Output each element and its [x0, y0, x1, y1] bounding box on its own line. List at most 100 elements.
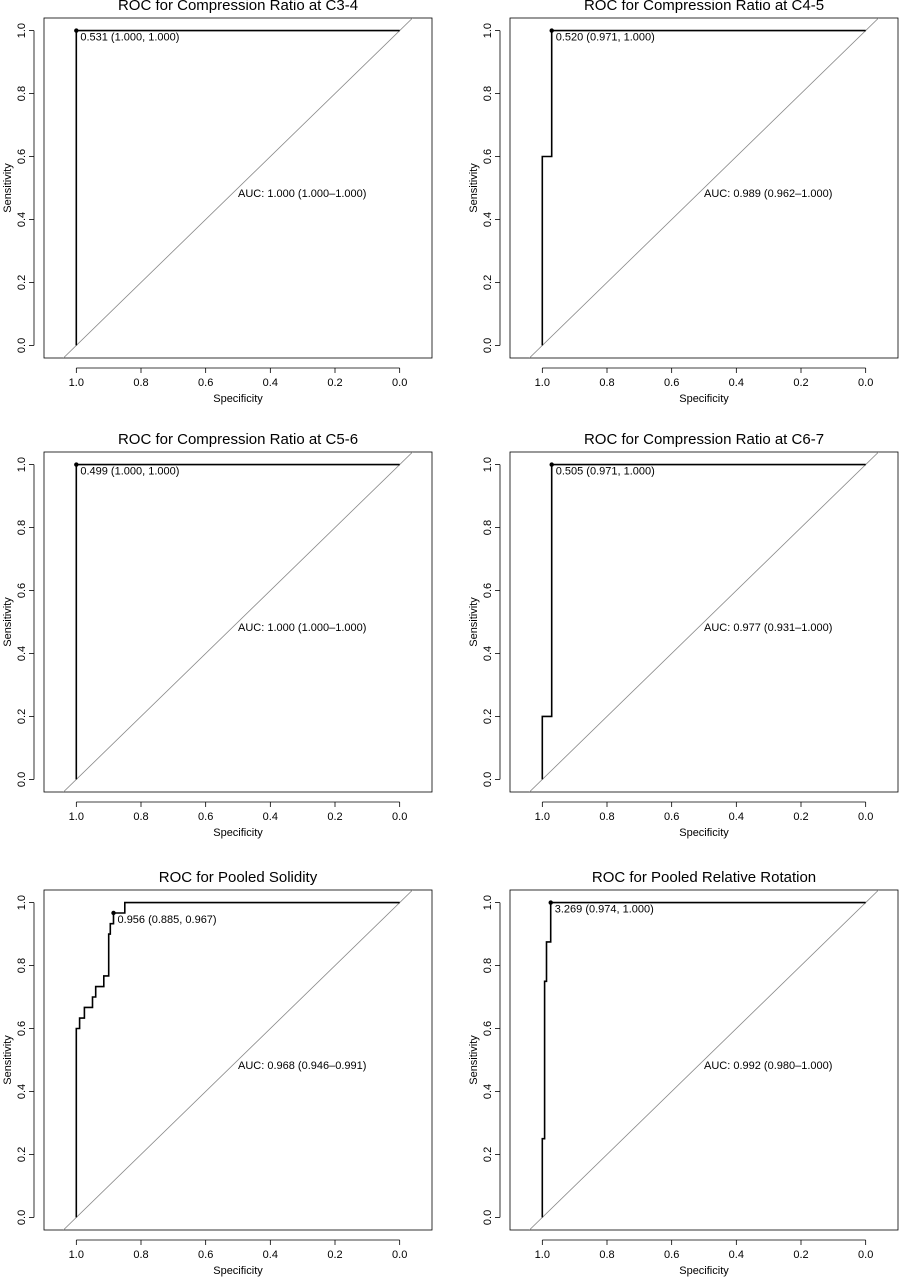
threshold-label: 0.499 (1.000, 1.000)	[80, 466, 179, 478]
threshold-point	[111, 910, 116, 916]
x-tick-label: 0.0	[392, 377, 407, 389]
plot-frame	[43, 889, 433, 1231]
auc-label: AUC: 0.977 (0.931–1.000)	[704, 622, 832, 634]
y-tick-label: 0.6	[16, 583, 28, 598]
x-tick-label: 0.6	[664, 377, 679, 389]
x-tick-label: 0.8	[599, 377, 614, 389]
reference-diagonal	[528, 890, 880, 1230]
plot-frame	[509, 17, 899, 359]
x-tick-label: 1.0	[69, 811, 84, 823]
roc-curve	[541, 463, 866, 780]
plot-frame	[43, 451, 433, 793]
y-tick-label: 0.2	[16, 709, 28, 724]
threshold-label: 3.269 (0.974, 1.000)	[555, 904, 654, 916]
reference-diagonal	[62, 890, 414, 1230]
roc-panel-4: ROC for Compression Ratio at C6-7 1.0 0.8 0…	[468, 431, 899, 839]
threshold-label: 0.505 (0.971, 1.000)	[556, 466, 655, 478]
y-tick-label: 0.2	[482, 275, 494, 290]
reference-diagonal	[62, 18, 414, 358]
y-tick-label: 0.4	[482, 1084, 494, 1099]
x-tick-label: 1.0	[535, 811, 550, 823]
chart-title: ROC for Compression Ratio at C4-5	[584, 0, 824, 14]
x-tick-label: 0.2	[327, 1249, 342, 1261]
x-tick-label: 0.0	[858, 1249, 873, 1261]
threshold-point	[549, 28, 554, 33]
x-tick-label: 0.4	[263, 811, 278, 823]
y-tick-label: 0.0	[482, 1210, 494, 1225]
x-tick-label: 1.0	[69, 1249, 84, 1261]
x-tick-label: 0.6	[198, 1249, 213, 1261]
x-tick-label: 0.4	[263, 377, 278, 389]
y-tick-label: 0.8	[482, 520, 494, 535]
y-axis-label: Sensitivity	[2, 163, 14, 213]
threshold-label: 0.531 (1.000, 1.000)	[80, 32, 179, 44]
x-axis-label: Specificity	[679, 1265, 729, 1277]
y-axis-label: Sensitivity	[468, 163, 480, 213]
y-tick-label: 0.6	[482, 149, 494, 164]
y-tick-label: 0.4	[16, 1084, 28, 1099]
threshold-point	[74, 462, 79, 467]
plot-frame	[509, 889, 899, 1231]
y-axis-label: Sensitivity	[2, 1035, 14, 1085]
y-tick-label: 0.8	[16, 86, 28, 101]
y-tick-label: 0.2	[482, 709, 494, 724]
threshold-point	[549, 462, 554, 467]
x-tick-label: 0.2	[793, 1249, 808, 1261]
roc-curve	[541, 29, 866, 346]
auc-label: AUC: 0.989 (0.962–1.000)	[704, 188, 832, 200]
threshold-label: 0.520 (0.971, 1.000)	[556, 32, 655, 44]
y-tick-label: 0.2	[482, 1147, 494, 1162]
y-tick-label: 0.8	[482, 958, 494, 973]
y-tick-label: 1.0	[16, 457, 28, 472]
threshold-label: 0.956 (0.885, 0.967)	[118, 914, 217, 926]
y-tick-label: 0.8	[16, 520, 28, 535]
y-tick-label: 0.0	[16, 1210, 28, 1225]
y-tick-label: 0.4	[16, 646, 28, 661]
roc-panel-3: ROC for Compression Ratio at C5-6 1.0 0.8 0…	[2, 431, 433, 839]
y-tick-label: 0.8	[482, 86, 494, 101]
x-axis-label: Specificity	[679, 827, 729, 839]
roc-panel-6: ROC for Pooled Relative Rotation 1.0 0.8 0.…	[468, 869, 899, 1277]
y-tick-label: 0.0	[482, 338, 494, 353]
roc-panel-1: ROC for Compression Ratio at C3-4 1.0 0.8 0…	[2, 0, 433, 405]
y-tick-label: 1.0	[16, 23, 28, 38]
x-tick-label: 0.2	[327, 811, 342, 823]
x-tick-label: 0.6	[198, 377, 213, 389]
y-tick-label: 1.0	[482, 23, 494, 38]
reference-diagonal	[528, 452, 880, 792]
x-tick-label: 0.0	[392, 1249, 407, 1261]
x-tick-label: 0.4	[729, 1249, 744, 1261]
chart-title: ROC for Compression Ratio at C6-7	[584, 431, 824, 448]
reference-diagonal	[528, 18, 880, 358]
chart-title: ROC for Compression Ratio at C5-6	[118, 431, 358, 448]
plot-frame	[43, 17, 433, 359]
reference-diagonal	[62, 452, 414, 792]
x-axis-label: Specificity	[679, 393, 729, 405]
auc-label: AUC: 1.000 (1.000–1.000)	[238, 622, 366, 634]
y-tick-label: 1.0	[16, 895, 28, 910]
chart-title: ROC for Compression Ratio at C3-4	[118, 0, 358, 14]
x-tick-label: 0.2	[327, 377, 342, 389]
x-tick-label: 0.4	[729, 811, 744, 823]
x-tick-label: 1.0	[69, 377, 84, 389]
y-axis-label: Sensitivity	[468, 597, 480, 647]
y-tick-label: 0.6	[16, 149, 28, 164]
y-tick-label: 0.4	[482, 212, 494, 227]
plot-frame	[509, 451, 899, 793]
x-tick-label: 0.8	[133, 1249, 148, 1261]
x-tick-label: 0.2	[793, 377, 808, 389]
y-tick-label: 0.8	[16, 958, 28, 973]
x-axis-label: Specificity	[213, 827, 263, 839]
x-axis-label: Specificity	[213, 393, 263, 405]
x-axis-label: Specificity	[213, 1265, 263, 1277]
x-tick-label: 0.0	[858, 377, 873, 389]
y-tick-label: 0.6	[482, 583, 494, 598]
y-tick-label: 0.0	[16, 772, 28, 787]
x-tick-label: 1.0	[535, 377, 550, 389]
y-tick-label: 0.0	[482, 772, 494, 787]
y-tick-label: 0.4	[482, 646, 494, 661]
x-tick-label: 0.6	[664, 811, 679, 823]
x-tick-label: 0.4	[263, 1249, 278, 1261]
roc-panel-5: ROC for Pooled Solidity 1.0 0.8 0.6 0.4 0.2 0.…	[2, 869, 433, 1277]
